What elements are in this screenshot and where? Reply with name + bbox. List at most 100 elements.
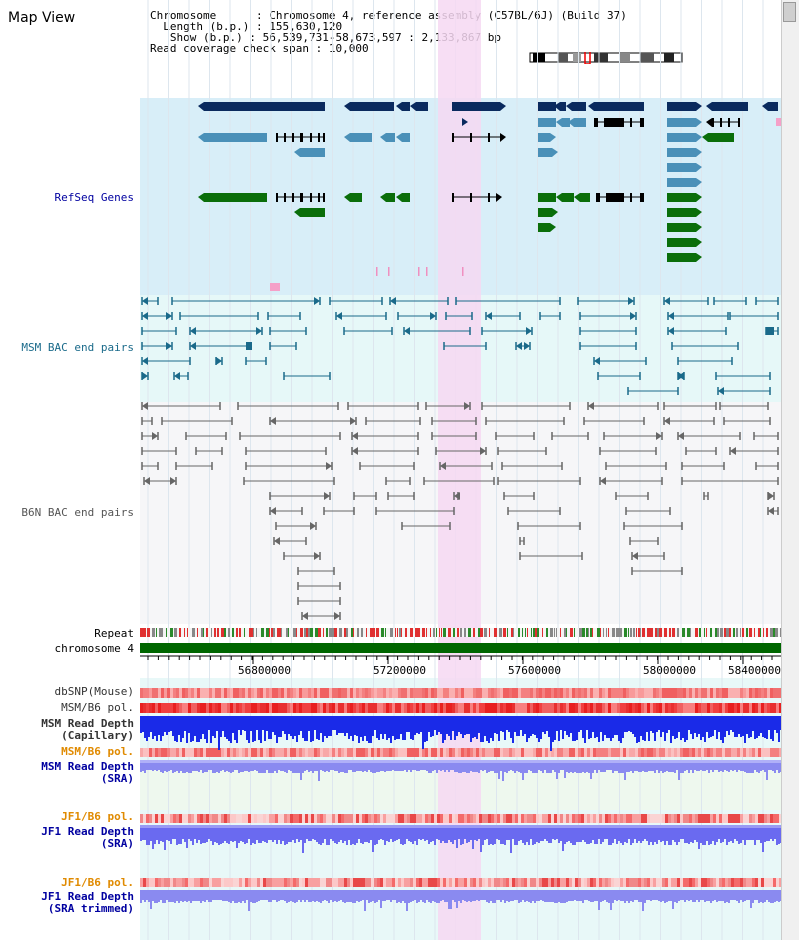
bac-arrow [718, 387, 724, 395]
vertical-scrollbar[interactable] [781, 0, 799, 940]
repeat-mark [619, 628, 622, 637]
depth-bar [460, 825, 462, 845]
gene-exon [402, 133, 410, 142]
repeat-mark [170, 628, 173, 637]
depth-bar [254, 890, 256, 903]
depth-bar [272, 716, 274, 732]
heat-cell [707, 878, 710, 887]
depth-bar [372, 825, 374, 852]
heat-cell [653, 688, 656, 698]
bac-arrow [174, 372, 180, 380]
depth-bar [364, 825, 366, 842]
depth-bar [228, 760, 230, 772]
depth-bar [694, 760, 696, 770]
depth-bar [202, 825, 204, 843]
depth-bar [742, 890, 744, 902]
heat-cell [506, 688, 509, 698]
depth-bar [662, 716, 664, 732]
chromosome-label: Chromosome [150, 9, 217, 22]
depth-bar [490, 890, 492, 901]
depth-bar [640, 760, 642, 772]
heat-cell [224, 688, 227, 698]
heat-cell [695, 748, 698, 757]
axis: 56800000 57200000 57600000 58000000 58400000 [140, 655, 781, 677]
track-label-refseq[interactable]: RefSeq Genes [54, 191, 134, 204]
depth-bar [236, 760, 238, 770]
heat-cell [596, 878, 599, 887]
depth-bar [408, 825, 410, 841]
depth-bar [580, 825, 582, 842]
heat-cell [599, 814, 602, 823]
heat-cell [467, 878, 470, 887]
depth-bar [286, 890, 288, 903]
depth-bar [654, 890, 656, 900]
depth-bar [340, 716, 342, 733]
repeat-mark [657, 628, 659, 637]
heat-cell [461, 703, 464, 713]
depth-bar [350, 825, 352, 845]
depth-bar [292, 825, 294, 840]
heat-cell [689, 688, 692, 698]
heat-cell [197, 814, 200, 823]
depth-bar [600, 890, 602, 902]
heat-cell [284, 878, 287, 887]
heat-cell [284, 814, 287, 823]
heat-cell [437, 748, 440, 757]
gene-exon [300, 133, 303, 142]
heat-cell [143, 748, 146, 757]
depth-bar [730, 716, 732, 730]
depth-bar [572, 716, 574, 741]
heat-cell [737, 688, 740, 698]
heat-cell [464, 748, 467, 757]
depth-bar [220, 760, 222, 771]
heat-cell [473, 878, 476, 887]
heat-cell [641, 814, 644, 823]
depth-bar [462, 890, 464, 900]
depth-bar [358, 825, 360, 839]
depth-bar [498, 825, 500, 840]
heat-cell [389, 688, 392, 698]
depth-bar [436, 825, 438, 839]
track-label-msm-bac[interactable]: MSM BAC end pairs [21, 341, 134, 354]
track-label-b6n-bac[interactable]: B6N BAC end pairs [21, 506, 134, 519]
heat-cell [338, 878, 341, 887]
b6n-bac-pairs [141, 402, 779, 620]
depth-bar [262, 825, 264, 841]
heat-cell [581, 878, 584, 887]
heat-cell [635, 814, 638, 823]
heat-cell [281, 703, 284, 713]
heat-cell [698, 814, 701, 823]
repeat-mark [612, 628, 615, 637]
heat-cell [743, 814, 746, 823]
depth-bar [536, 890, 538, 901]
depth-bar [276, 760, 278, 773]
heat-cell [503, 748, 506, 757]
depth-bar [290, 890, 292, 901]
depth-bar [454, 890, 456, 902]
depth-bar [502, 716, 504, 732]
heat-cell [587, 814, 590, 823]
depth-bar [596, 716, 598, 737]
repeat-mark [616, 628, 619, 637]
depth-bar [714, 825, 716, 845]
depth-bar [360, 825, 362, 843]
repeat-mark [159, 628, 162, 637]
chromosome-ideogram[interactable] [528, 52, 688, 64]
heat-cell [449, 878, 452, 887]
gene-exon [667, 223, 696, 232]
depth-bar [738, 890, 740, 903]
heat-cell [467, 814, 470, 823]
heat-cell [470, 688, 473, 698]
repeat-mark [410, 628, 413, 637]
depth-bar [502, 825, 504, 844]
depth-bar [684, 716, 686, 742]
depth-bar [578, 716, 580, 732]
heat-cell [497, 748, 500, 757]
heat-cell [404, 688, 407, 698]
heat-cell [629, 878, 632, 887]
scrollbar-thumb[interactable] [783, 2, 796, 22]
repeat-mark [669, 628, 671, 637]
depth-bar [238, 890, 240, 902]
heat-cell [251, 878, 254, 887]
